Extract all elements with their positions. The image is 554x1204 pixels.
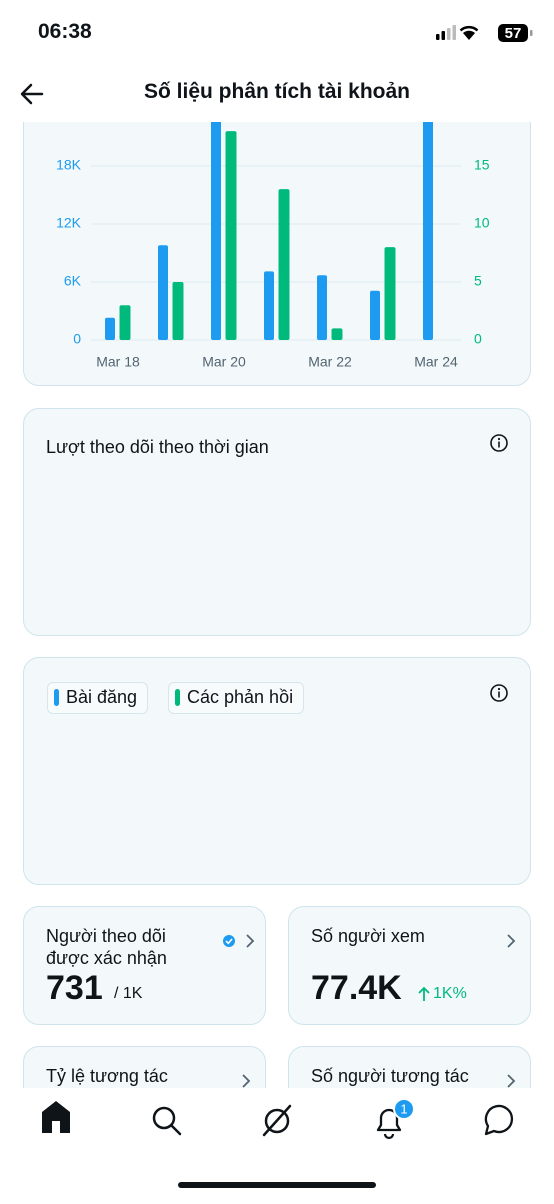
stat-label: Tỷ lệ tương tác xyxy=(46,1066,168,1086)
notification-badge: 1 xyxy=(400,1101,407,1116)
stat-label: Số người xem xyxy=(311,926,425,946)
stat-icons xyxy=(223,934,255,948)
y-tick-label: 30 xyxy=(530,823,531,839)
top-bar: 06:38 57 Số liệu phân tích tài khoản xyxy=(0,0,554,122)
stat-card[interactable]: Người theo dõi được xác nhận 731 / 1K xyxy=(23,906,266,1025)
legend-item[interactable]: Bài đăng xyxy=(47,682,149,714)
legend-item[interactable]: Các phản hồi xyxy=(168,682,305,714)
bar xyxy=(105,317,115,340)
stat-value: 731 xyxy=(46,969,103,1007)
legend-swatch xyxy=(54,689,59,706)
chart-card: 0 6K 12K 18K 0 5 10 15 Mar 18 Mar 20 Mar 22 Mar 24 xyxy=(23,90,531,386)
bar xyxy=(119,305,131,340)
bar xyxy=(278,189,290,340)
chart: 0 6K 12K 18K 0 5 10 15 Mar 18 Mar 20 Mar 22 Mar 24 xyxy=(56,91,490,370)
y2-tick-label: 10 xyxy=(474,215,490,231)
chart-title: Lượt theo dõi theo thời gian xyxy=(46,437,269,457)
y-tick-label: 90 xyxy=(530,761,531,777)
y-tick-label: 12K xyxy=(56,215,82,231)
y-tick-label: 18 xyxy=(530,508,531,524)
bar xyxy=(370,290,380,340)
chart-card: Lượt theo dõi theo thời gian -1918Mar 18… xyxy=(23,408,531,636)
status-icons: 57 xyxy=(436,24,533,42)
chevron xyxy=(507,1074,516,1088)
messages-tab[interactable] xyxy=(484,1104,514,1136)
legend-swatch xyxy=(175,689,180,706)
chevron xyxy=(507,934,516,948)
battery-level: 57 xyxy=(505,25,522,42)
x-tick-label: Mar 24 xyxy=(414,354,458,370)
bar xyxy=(158,245,168,340)
x-tick-label: Mar 18 xyxy=(96,354,140,370)
chart xyxy=(24,409,531,636)
stat-value: 77.4K xyxy=(311,969,402,1007)
stat-label: Số người tương tác xyxy=(311,1066,469,1086)
stat-change: 1K% xyxy=(433,985,467,1002)
home-tab[interactable] xyxy=(42,1101,70,1133)
chevron xyxy=(242,1074,251,1088)
stat-card[interactable]: Số người xem 77.4K 1K% xyxy=(288,906,531,1025)
bar xyxy=(331,328,343,340)
bar xyxy=(211,107,221,340)
legend-label: Các phản hồi xyxy=(187,687,294,707)
home-indicator xyxy=(178,1182,376,1188)
nav-icons: 1 xyxy=(42,1098,514,1188)
x-tick-label: Mar 22 xyxy=(308,354,352,370)
legend-label: Bài đăng xyxy=(66,687,138,707)
x-tick-label: Mar 20 xyxy=(202,354,246,370)
bar xyxy=(264,271,274,340)
grok-tab[interactable] xyxy=(262,1104,292,1137)
y2-tick-label: 5 xyxy=(474,273,482,289)
status-time: 06:38 xyxy=(38,20,92,43)
up-arrow xyxy=(418,986,430,1001)
bar xyxy=(172,281,184,340)
y-tick-label: 18K xyxy=(56,157,82,173)
bar xyxy=(423,91,433,340)
stat-label: Người theo dõi được xác nhận xyxy=(46,926,167,968)
y2-tick-label: 0 xyxy=(474,331,482,347)
bottom-nav: 1 xyxy=(0,1088,554,1199)
y2-tick-label: 15 xyxy=(474,157,490,173)
bar xyxy=(225,131,237,340)
bar xyxy=(384,247,396,340)
stat-total: / 1K xyxy=(114,985,143,1002)
notifications-tab[interactable]: 1 xyxy=(376,1098,415,1140)
page-title: Số liệu phân tích tài khoản xyxy=(143,80,411,103)
search-tab[interactable] xyxy=(152,1106,182,1136)
y-tick-label: 0 xyxy=(73,331,81,347)
bar xyxy=(317,275,327,340)
chart xyxy=(24,658,531,885)
back-button[interactable] xyxy=(18,80,48,108)
y-tick-label: 6K xyxy=(64,273,82,289)
